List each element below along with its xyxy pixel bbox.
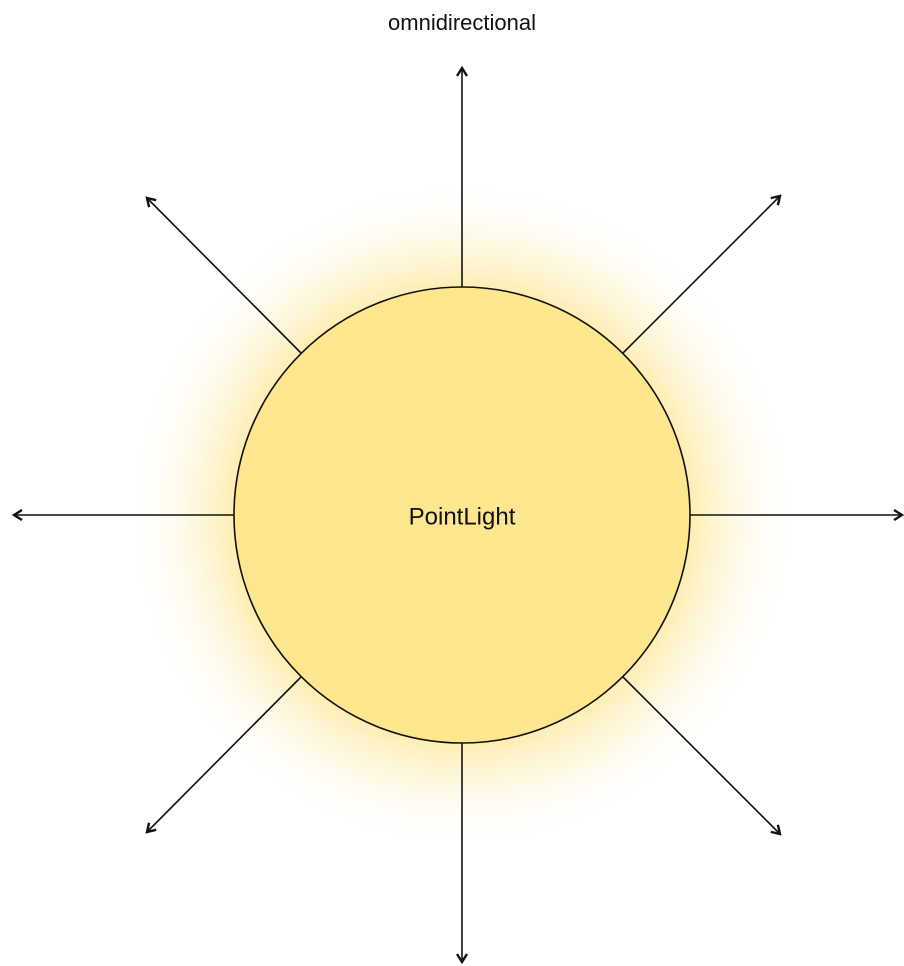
title: omnidirectional — [388, 10, 536, 35]
node-label: PointLight — [409, 503, 516, 530]
rays — [14, 68, 902, 962]
ray — [622, 676, 780, 834]
ray — [147, 198, 302, 354]
ray — [147, 676, 302, 832]
point-light — [233, 286, 691, 744]
ray — [622, 196, 780, 354]
